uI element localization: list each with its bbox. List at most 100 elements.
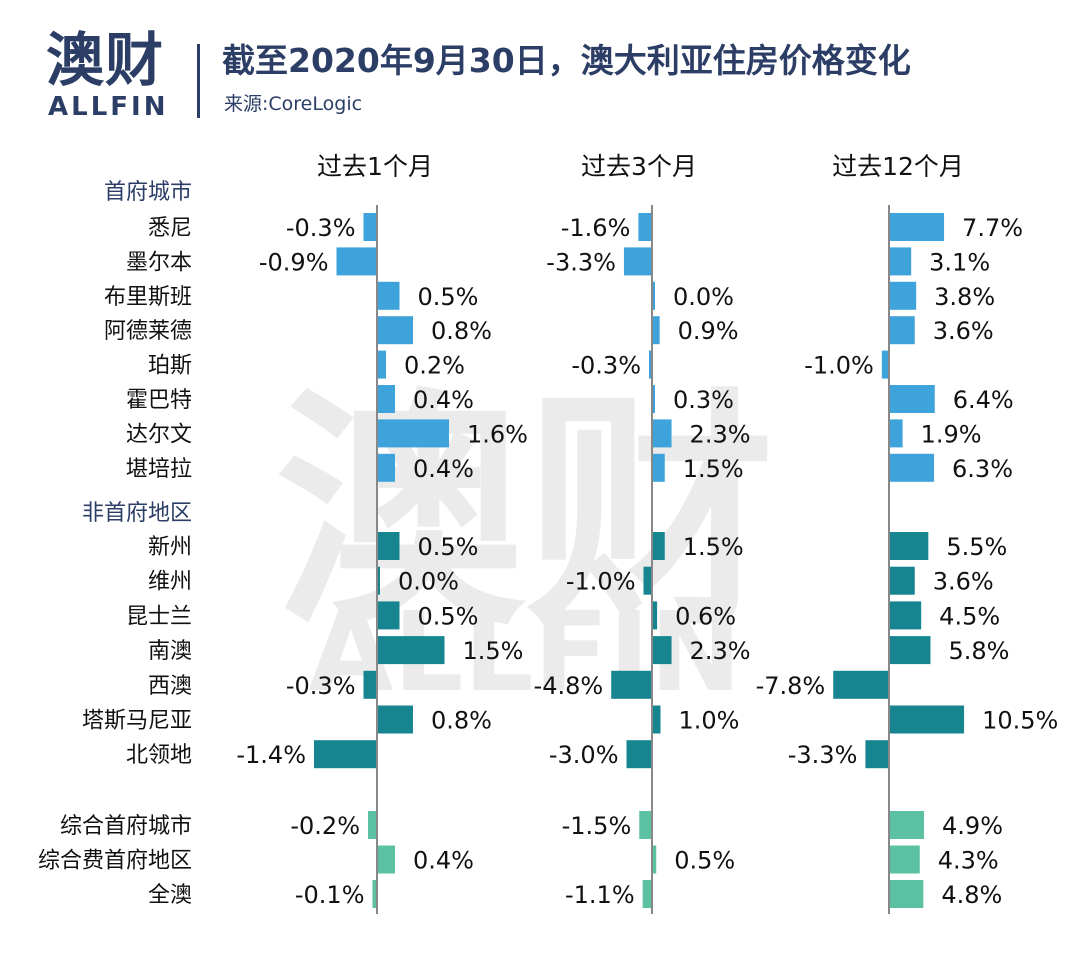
value-label: -3.3% (546, 248, 616, 276)
bar (889, 566, 915, 595)
bar (649, 350, 652, 379)
bar (377, 453, 395, 482)
value-label: -0.3% (286, 214, 356, 242)
value-label: 0.5% (674, 847, 735, 875)
value-label: -4.8% (534, 672, 604, 700)
bar (377, 316, 413, 345)
value-label: 0.4% (413, 386, 474, 414)
category-label: 达尔文 (126, 422, 192, 447)
value-label: 4.5% (939, 602, 1000, 630)
value-label: 2.3% (690, 420, 751, 448)
value-label: -1.0% (804, 352, 874, 380)
bar (652, 385, 655, 413)
value-label: 4.9% (942, 812, 1003, 840)
header: 澳财 ALLFIN 截至2020年9月30日，澳大利亚住房价格变化 来源:Cor… (0, 0, 1067, 130)
logo-english: ALLFIN (48, 92, 169, 122)
value-label: -0.3% (286, 672, 356, 700)
value-label: 3.1% (929, 248, 990, 276)
bar (377, 601, 400, 630)
bar (652, 705, 661, 734)
value-label: 0.2% (404, 352, 465, 380)
value-label: -7.8% (756, 672, 826, 700)
value-label: 10.5% (982, 707, 1058, 735)
value-label: 0.0% (398, 568, 459, 596)
bar (889, 845, 920, 874)
value-label: 4.3% (938, 847, 999, 875)
value-label: 3.6% (933, 317, 994, 345)
panel-title: 过去1个月 (317, 152, 433, 181)
category-label: 综合首府城市 (60, 814, 192, 839)
panel-title: 过去12个月 (832, 152, 964, 181)
bar (638, 213, 652, 241)
value-label: -1.0% (566, 568, 636, 596)
value-label: 0.4% (413, 847, 474, 875)
bar (889, 636, 931, 665)
value-label: 0.8% (431, 707, 492, 735)
bar (377, 532, 400, 560)
value-label: -1.5% (562, 812, 632, 840)
bar (336, 247, 377, 276)
category-label: 墨尔本 (126, 250, 192, 275)
value-label: -0.9% (259, 248, 329, 276)
value-label: 1.5% (463, 637, 524, 665)
value-label: 0.5% (418, 283, 479, 311)
value-label: -1.1% (565, 881, 635, 909)
bar (889, 419, 903, 448)
value-label: -0.1% (295, 881, 365, 909)
bar (611, 670, 652, 699)
value-label: -1.4% (236, 741, 306, 769)
bar (889, 705, 965, 734)
value-label: 3.6% (933, 568, 994, 596)
bar (643, 566, 652, 595)
value-label: -0.2% (290, 812, 360, 840)
panel-title: 过去3个月 (581, 152, 697, 181)
value-label: 0.8% (431, 317, 492, 345)
bar (652, 281, 655, 310)
category-label: 珀斯 (148, 354, 192, 379)
bar (626, 740, 652, 769)
bar (377, 350, 386, 379)
value-label: 0.5% (418, 602, 479, 630)
value-label: 5.8% (948, 637, 1009, 665)
bar (377, 419, 449, 448)
bar (652, 453, 665, 482)
category-label: 维州 (148, 570, 192, 595)
value-label: 2.3% (690, 637, 751, 665)
bar (363, 213, 377, 241)
value-label: 0.5% (418, 533, 479, 561)
bar (652, 419, 672, 448)
bar (889, 811, 925, 839)
watermark-logo-cn: 澳财 (275, 368, 775, 659)
bar (652, 532, 665, 560)
category-label: 霍巴特 (126, 388, 192, 413)
bar (639, 811, 652, 839)
category-label: 悉尼 (148, 216, 192, 241)
value-label: 1.5% (683, 533, 744, 561)
value-label: -0.3% (571, 352, 641, 380)
category-label: 昆士兰 (126, 604, 192, 629)
value-label: 6.3% (952, 455, 1013, 483)
bar (314, 740, 377, 769)
value-label: 0.0% (673, 283, 734, 311)
bar (881, 350, 889, 379)
category-label: 布里斯班 (104, 285, 192, 310)
value-label: -3.0% (549, 741, 619, 769)
bar (642, 880, 652, 908)
category-label: 综合费首府地区 (38, 849, 192, 874)
bar (889, 281, 917, 310)
bar (865, 740, 889, 769)
category-label: 全澳 (148, 883, 192, 908)
bar (889, 385, 935, 413)
value-label: 1.5% (683, 455, 744, 483)
value-label: 5.5% (946, 533, 1007, 561)
value-label: -1.6% (561, 214, 631, 242)
value-label: 0.3% (673, 386, 734, 414)
bar (377, 385, 395, 413)
value-label: 0.9% (678, 317, 739, 345)
group-header: 非首府地区 (82, 501, 192, 526)
value-label: 7.7% (962, 214, 1023, 242)
bar (652, 601, 658, 630)
category-label: 堪培拉 (126, 457, 192, 482)
bar (889, 601, 922, 630)
